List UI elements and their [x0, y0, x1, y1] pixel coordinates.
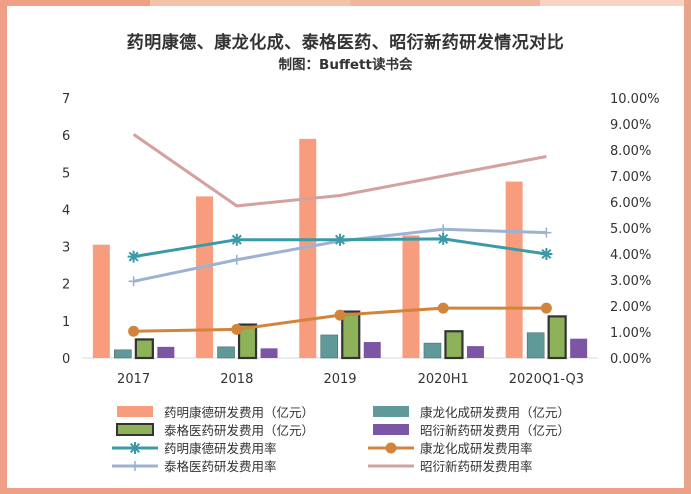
- y2-tick-label: 5.00%: [610, 222, 651, 237]
- y2-tick-label: 9.00%: [610, 118, 651, 133]
- legend-label: 康龙化成研发费用率: [420, 441, 533, 456]
- legend-label: 泰格医药研发费用率: [164, 459, 277, 474]
- line-point: [437, 302, 449, 314]
- legend-label: 泰格医药研发费用（亿元）: [164, 423, 314, 438]
- y-tick-label: 6: [62, 129, 70, 144]
- bar: [114, 349, 132, 359]
- line-point: [438, 224, 449, 235]
- y2-tick-label: 10.00%: [610, 92, 660, 107]
- bar: [92, 244, 110, 358]
- frame-right: [684, 0, 691, 494]
- series-line: [132, 133, 547, 208]
- bar: [466, 346, 484, 358]
- bar: [505, 181, 523, 358]
- y-tick-label: 3: [62, 241, 70, 256]
- line-point: [334, 233, 346, 246]
- bar: [341, 310, 361, 360]
- frame-left: [0, 0, 7, 494]
- x-tick-label: 2019: [323, 372, 356, 387]
- y2-tick-label: 0.00%: [610, 352, 651, 367]
- bar: [157, 346, 175, 358]
- bar: [526, 332, 545, 359]
- y-tick-label: 4: [62, 203, 70, 218]
- y2-tick-label: 4.00%: [610, 248, 651, 263]
- line-point: [230, 233, 243, 246]
- legend-swatch: [373, 424, 409, 435]
- bar: [363, 342, 381, 358]
- bar: [402, 235, 420, 358]
- y-tick-label: 7: [62, 92, 70, 107]
- line-point: [540, 248, 553, 260]
- legend-swatch: [373, 406, 409, 417]
- line-point: [334, 309, 346, 321]
- legend-swatch: [117, 406, 153, 417]
- line-point: [437, 232, 450, 245]
- y2-tick-label: 7.00%: [610, 170, 651, 185]
- chart-subtitle: 制图：Buffett读书会: [278, 57, 413, 73]
- x-tick-label: 2020H1: [418, 372, 469, 387]
- legend-label: 康龙化成研发费用（亿元）: [420, 405, 570, 420]
- legend-label: 药明康德研发费用（亿元）: [164, 405, 314, 420]
- x-tick-label: 2017: [117, 372, 150, 387]
- bar: [570, 338, 588, 358]
- line-point: [128, 325, 140, 337]
- bar: [217, 346, 235, 359]
- y2-tick-label: 6.00%: [610, 196, 651, 211]
- y2-tick-label: 2.00%: [610, 300, 651, 315]
- line-point: [129, 442, 141, 454]
- line-point: [128, 276, 139, 287]
- y2-tick-label: 3.00%: [610, 274, 651, 289]
- legend-swatch: [116, 423, 154, 436]
- line-point: [127, 250, 140, 263]
- frame-top: [0, 0, 691, 6]
- line-point: [385, 442, 397, 454]
- line-point: [540, 302, 552, 314]
- bar: [237, 323, 258, 360]
- chart-title: 药明康德、康龙化成、泰格医药、昭衍新药研发情况对比: [126, 33, 565, 53]
- bar: [320, 334, 339, 359]
- frame-bottom: [0, 488, 691, 494]
- line-point: [231, 323, 243, 335]
- bar: [196, 196, 214, 358]
- bar: [260, 348, 278, 358]
- y-tick-label: 5: [62, 166, 70, 181]
- x-tick-label: 2018: [220, 372, 253, 387]
- y2-tick-label: 8.00%: [610, 144, 651, 159]
- line-point: [231, 254, 242, 265]
- legend-label: 昭衍新药研发费用率: [420, 459, 533, 474]
- legend-label: 药明康德研发费用率: [164, 441, 277, 456]
- y-tick-label: 1: [62, 315, 70, 330]
- bar: [547, 315, 567, 360]
- y2-tick-label: 1.00%: [610, 326, 651, 341]
- legend-label: 昭衍新药研发费用（亿元）: [420, 423, 570, 438]
- line-point: [130, 461, 140, 471]
- bar: [299, 138, 317, 358]
- line-point: [541, 227, 552, 238]
- y-tick-label: 2: [62, 278, 70, 293]
- bar: [444, 330, 464, 360]
- y-tick-label: 0: [62, 352, 70, 367]
- bar: [134, 338, 154, 360]
- bar: [423, 342, 442, 359]
- x-tick-label: 2020Q1-Q3: [509, 372, 584, 387]
